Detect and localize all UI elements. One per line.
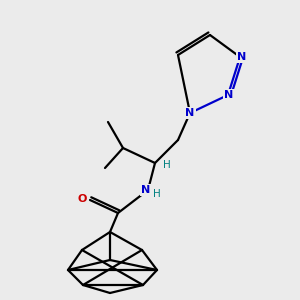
Text: N: N (224, 90, 234, 100)
Text: H: H (153, 189, 161, 199)
Text: H: H (163, 160, 171, 170)
Text: N: N (185, 108, 195, 118)
Text: O: O (77, 194, 87, 204)
Text: N: N (237, 52, 247, 62)
Text: N: N (141, 185, 151, 195)
